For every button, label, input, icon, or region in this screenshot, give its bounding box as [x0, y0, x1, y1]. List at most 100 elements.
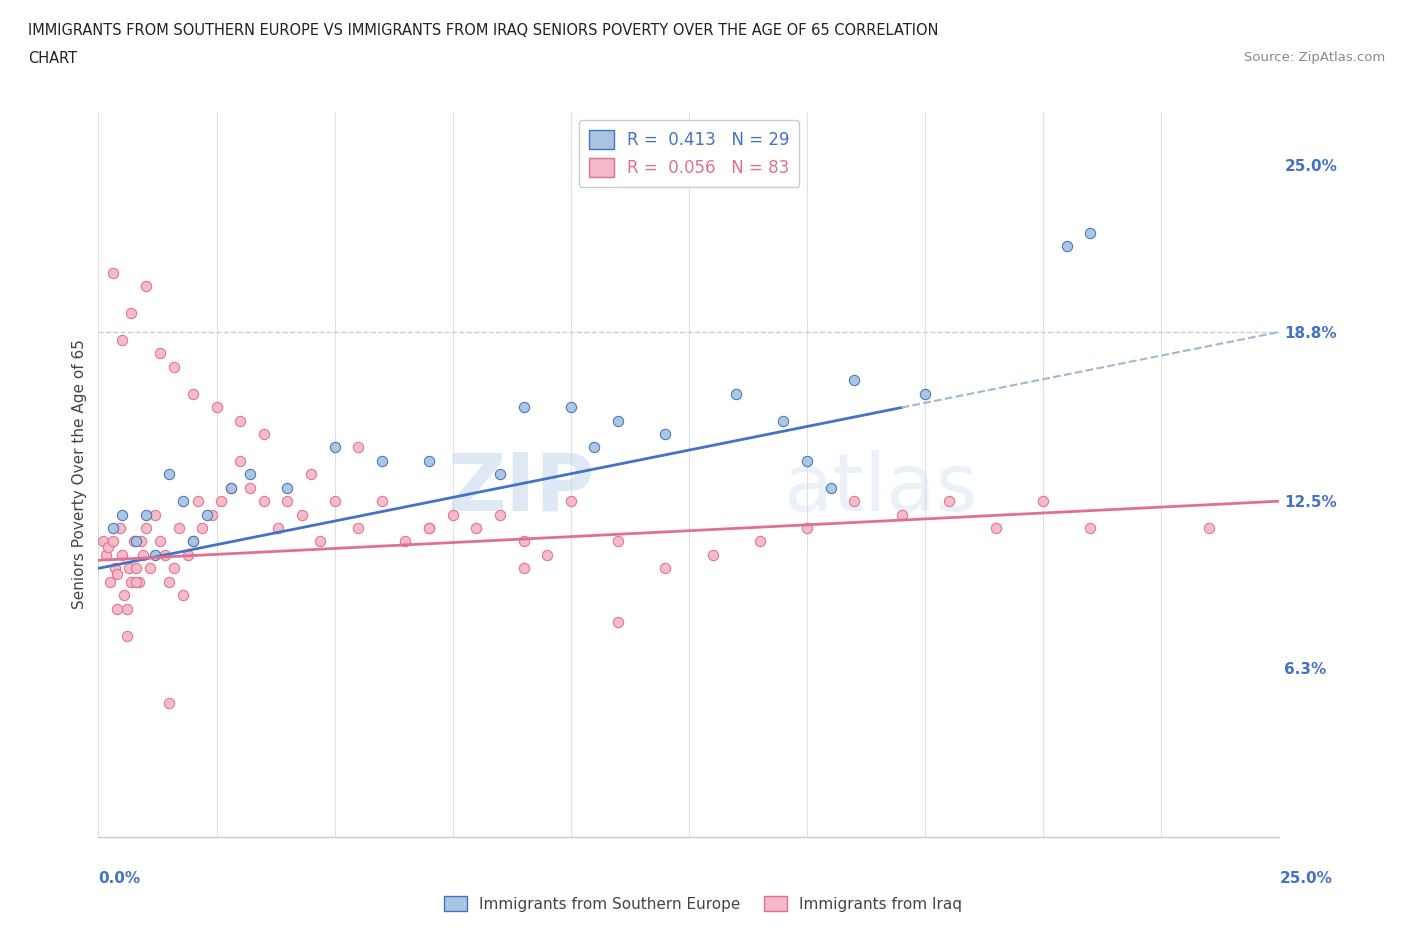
Point	[219, 480, 242, 495]
Point	[1032, 494, 1054, 509]
Point	[111, 507, 134, 522]
Point	[1056, 238, 1078, 253]
Text: Source: ZipAtlas.com: Source: ZipAtlas.com	[1244, 51, 1385, 64]
Y-axis label: Seniors Poverty Over the Age of 65: Seniors Poverty Over the Age of 65	[72, 339, 87, 609]
Point	[157, 467, 180, 482]
Point	[157, 575, 180, 590]
Point	[820, 480, 842, 495]
Point	[128, 575, 150, 590]
Text: atlas: atlas	[783, 450, 977, 528]
Point	[489, 507, 512, 522]
Text: IMMIGRANTS FROM SOUTHERN EUROPE VS IMMIGRANTS FROM IRAQ SENIORS POVERTY OVER THE: IMMIGRANTS FROM SOUTHERN EUROPE VS IMMIG…	[28, 23, 939, 38]
Point	[172, 588, 194, 603]
Point	[607, 413, 630, 428]
Point	[299, 467, 322, 482]
Text: 0.0%: 0.0%	[98, 871, 141, 886]
Point	[94, 548, 117, 563]
Point	[796, 454, 818, 469]
Point	[111, 548, 134, 563]
Point	[157, 696, 180, 711]
Point	[125, 561, 148, 576]
Point	[347, 440, 370, 455]
Point	[153, 548, 176, 563]
Point	[205, 400, 228, 415]
Point	[111, 333, 134, 348]
Point	[167, 521, 190, 536]
Point	[172, 494, 194, 509]
Point	[323, 494, 346, 509]
Point	[209, 494, 232, 509]
Point	[607, 615, 630, 630]
Point	[191, 521, 214, 536]
Point	[267, 521, 290, 536]
Point	[654, 561, 676, 576]
Point	[512, 534, 534, 549]
Point	[115, 628, 138, 643]
Point	[201, 507, 224, 522]
Point	[938, 494, 960, 509]
Point	[195, 507, 218, 522]
Point	[489, 467, 512, 482]
Point	[115, 601, 138, 616]
Point	[890, 507, 912, 522]
Point	[323, 440, 346, 455]
Point	[229, 454, 252, 469]
Point	[163, 561, 186, 576]
Point	[796, 521, 818, 536]
Point	[1080, 521, 1102, 536]
Point	[536, 548, 558, 563]
Point	[132, 548, 155, 563]
Point	[276, 480, 298, 495]
Point	[418, 454, 440, 469]
Point	[239, 467, 262, 482]
Text: CHART: CHART	[28, 51, 77, 66]
Point	[149, 346, 172, 361]
Point	[97, 539, 120, 554]
Point	[607, 534, 630, 549]
Point	[465, 521, 488, 536]
Point	[1080, 225, 1102, 240]
Point	[181, 386, 204, 401]
Point	[101, 534, 124, 549]
Point	[105, 566, 128, 581]
Point	[135, 507, 157, 522]
Point	[122, 534, 145, 549]
Point	[101, 521, 124, 536]
Point	[702, 548, 724, 563]
Legend: R =  0.413   N = 29, R =  0.056   N = 83: R = 0.413 N = 29, R = 0.056 N = 83	[578, 120, 800, 187]
Point	[290, 507, 312, 522]
Point	[104, 561, 127, 576]
Point	[187, 494, 209, 509]
Text: ZIP: ZIP	[447, 450, 595, 528]
Point	[229, 413, 252, 428]
Point	[725, 386, 748, 401]
Point	[844, 494, 866, 509]
Point	[101, 265, 124, 280]
Point	[914, 386, 936, 401]
Point	[253, 427, 276, 442]
Point	[163, 359, 186, 374]
Point	[181, 534, 204, 549]
Point	[512, 400, 534, 415]
Point	[118, 561, 141, 576]
Point	[125, 575, 148, 590]
Point	[512, 561, 534, 576]
Point	[1198, 521, 1220, 536]
Point	[129, 534, 152, 549]
Point	[253, 494, 276, 509]
Point	[98, 575, 121, 590]
Point	[276, 494, 298, 509]
Legend: Immigrants from Southern Europe, Immigrants from Iraq: Immigrants from Southern Europe, Immigra…	[439, 889, 967, 918]
Point	[219, 480, 242, 495]
Point	[309, 534, 332, 549]
Point	[125, 534, 148, 549]
Point	[371, 454, 394, 469]
Point	[135, 521, 157, 536]
Point	[394, 534, 416, 549]
Point	[143, 548, 166, 563]
Point	[239, 480, 262, 495]
Point	[121, 306, 143, 321]
Point	[143, 507, 166, 522]
Point	[984, 521, 1007, 536]
Point	[139, 561, 162, 576]
